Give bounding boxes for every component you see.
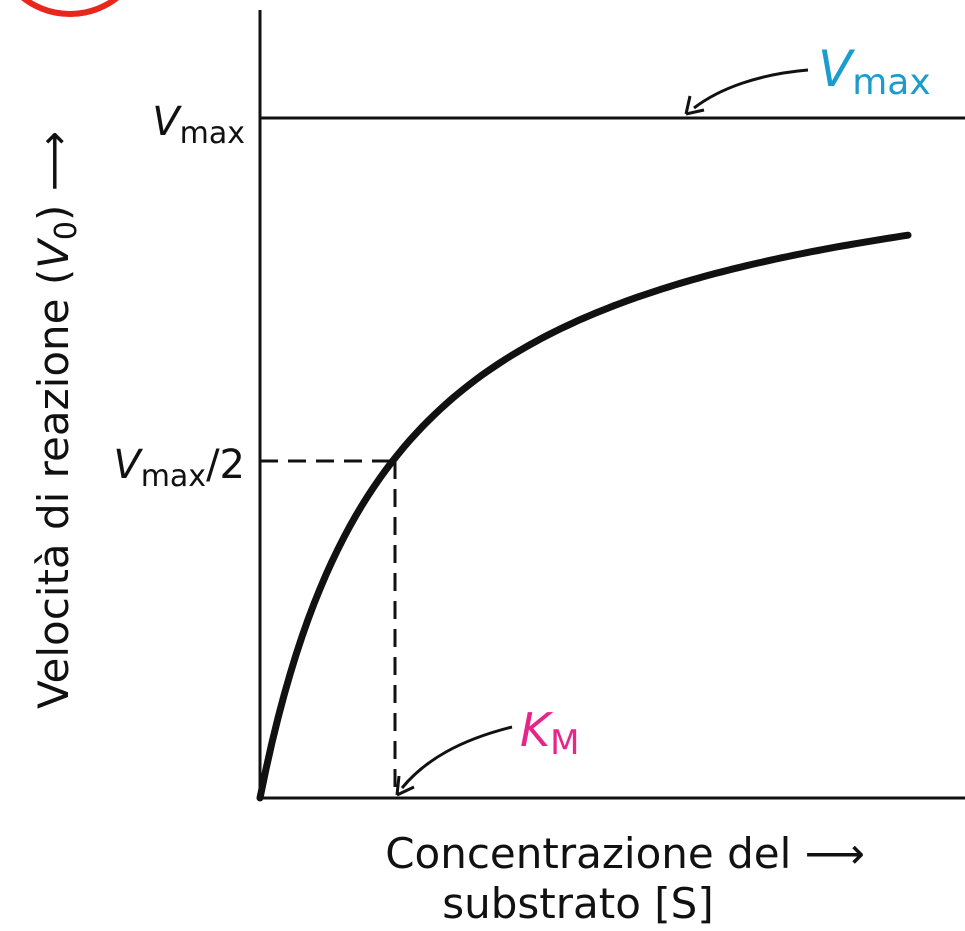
- vmax-annotation: Vmax: [818, 40, 931, 103]
- x-axis-label-line1: Concentrazione del ⟶: [385, 829, 865, 878]
- vmax-arrow: [693, 68, 809, 110]
- saturation-curve: [256, 231, 912, 802]
- subscript: 0: [49, 221, 84, 240]
- half-vmax-label: Vmax/2: [113, 442, 245, 494]
- x-axis-label-line2: substrato [S]: [442, 879, 713, 928]
- km-annotation: KM: [520, 703, 580, 763]
- symbol: V: [29, 237, 78, 269]
- subscript: max: [852, 62, 930, 103]
- symbol: V: [818, 40, 856, 98]
- km-arrow: [400, 725, 513, 789]
- vmax-arrowhead: [684, 95, 705, 116]
- prefix: Velocità di reazione (: [29, 269, 78, 709]
- suffix: /2: [206, 442, 245, 488]
- symbol: V: [152, 99, 182, 145]
- vmax-label: Vmax: [152, 99, 245, 151]
- y-axis-label: Velocità di reazione (V0) ⟶: [29, 131, 84, 709]
- km-arrowhead: [395, 775, 415, 797]
- symbol: V: [113, 442, 143, 488]
- subscript: max: [180, 116, 245, 151]
- red-circle: [21, 0, 119, 17]
- subscript: M: [550, 723, 579, 763]
- suffix: ) ⟶: [29, 131, 78, 221]
- symbol: K: [520, 703, 554, 757]
- subscript: max: [141, 459, 206, 494]
